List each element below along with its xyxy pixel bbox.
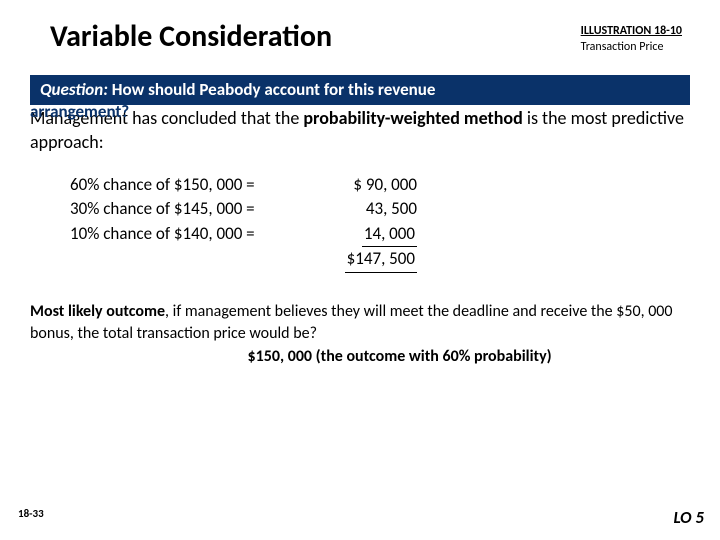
calc-row-prob: 60% chance of $150, 000 = [70,173,255,198]
calc-row-prob: 10% chance of $140, 000 = [70,222,255,247]
calc-probabilities: 60% chance of $150, 000 = 30% chance of … [70,173,255,274]
page-number: 18-33 [18,507,44,528]
question-bar: Question: How should Peabody account for… [30,75,690,105]
question-lead: Question: [40,79,108,100]
question-overflow: arrangement? [30,103,690,122]
most-likely-block: Most likely outcome, if management belie… [30,301,690,368]
learning-objective: LO 5 [673,507,704,528]
illustration-ref: ILLUSTRATION 18-10 Transaction Price [581,24,682,55]
calculation-block: 60% chance of $150, 000 = 30% chance of … [0,173,720,274]
calc-row-val: 43, 500 [345,197,417,222]
calc-row-prob: 30% chance of $145, 000 = [70,197,255,222]
page-title: Variable Consideration [50,18,332,55]
illustration-label: ILLUSTRATION 18-10 [581,24,682,40]
calc-row-val: $ 90, 000 [345,173,417,198]
calc-total: $147, 500 [345,247,417,273]
calc-values: $ 90, 000 43, 500 14, 000 $147, 500 [345,173,417,274]
illustration-sub: Transaction Price [581,40,682,56]
most-likely-answer: $150, 000 (the outcome with 60% probabil… [188,346,610,368]
most-likely-lead: Most likely outcome [30,302,165,321]
calc-row-val: 14, 000 [362,222,417,248]
question-text: How should Peabody account for this reve… [108,79,436,100]
